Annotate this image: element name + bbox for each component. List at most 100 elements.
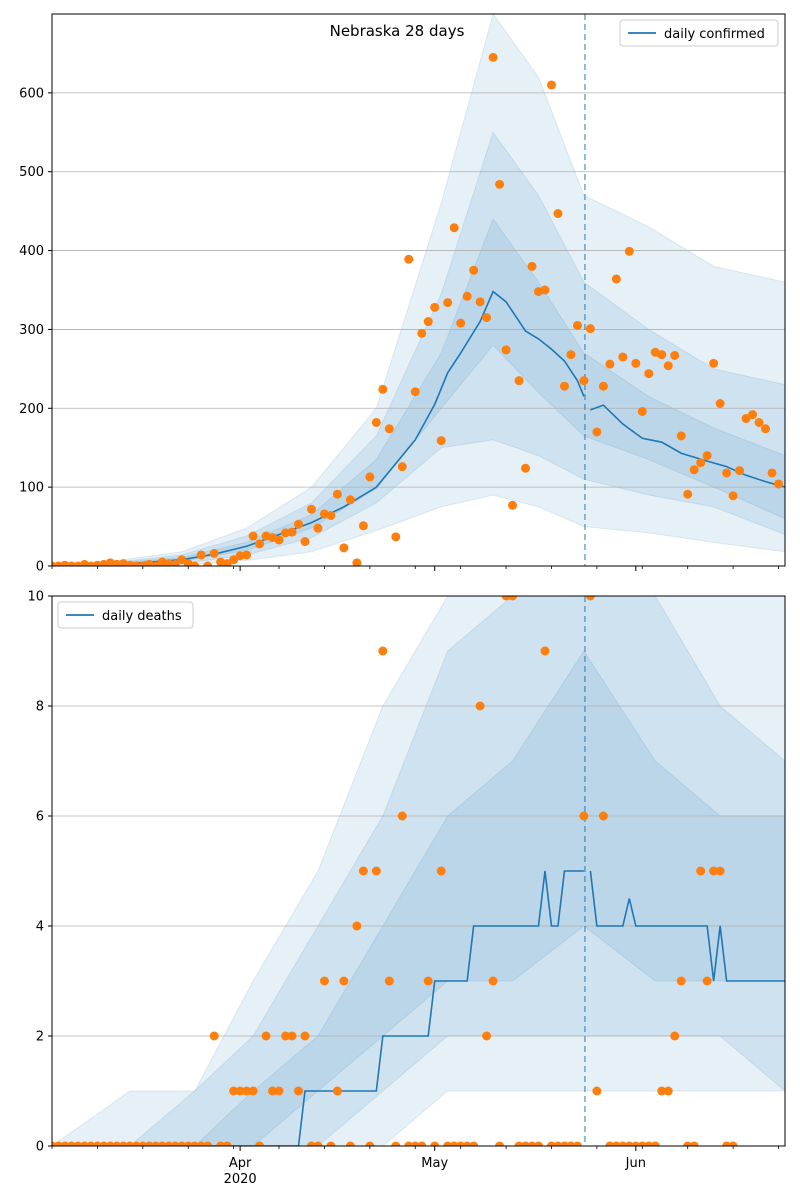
observed-point	[676, 431, 686, 441]
observed-point	[488, 52, 498, 62]
observed-point	[501, 345, 511, 355]
observed-point	[397, 462, 407, 472]
observed-point	[183, 559, 193, 566]
observed-point	[508, 500, 518, 510]
observed-point	[430, 302, 440, 312]
observed-point	[319, 976, 329, 986]
confidence-band-1	[52, 14, 785, 566]
axes-frame	[51, 595, 786, 1147]
observed-point	[443, 298, 453, 308]
confidence-band-3	[52, 650, 785, 1146]
observed-point	[430, 1141, 440, 1146]
observed-point	[332, 489, 342, 499]
observed-point	[728, 1141, 738, 1146]
observed-point	[410, 387, 420, 397]
observed-point	[248, 531, 258, 541]
observed-point	[469, 1141, 479, 1146]
confirmed-panel: 0 100 200 300 400 500 600 daily confirmed	[19, 13, 786, 575]
observed-point	[585, 596, 595, 601]
observed-point	[482, 313, 492, 323]
observed-point	[650, 1141, 660, 1146]
observed-point	[728, 491, 738, 501]
y-tick-label: 10	[27, 590, 44, 605]
y-tick-label: 4	[36, 920, 44, 935]
observed-point	[572, 1141, 582, 1146]
observed-point	[287, 527, 297, 537]
chart-title: Nebraska 28 days	[330, 22, 465, 40]
observed-point	[495, 1141, 505, 1146]
observed-point	[715, 866, 725, 876]
observed-point	[196, 550, 206, 560]
observed-point	[579, 811, 589, 821]
observed-point	[274, 535, 284, 545]
observed-point	[358, 521, 368, 531]
observed-point	[306, 504, 316, 514]
observed-point	[469, 265, 479, 275]
observed-point	[605, 359, 615, 369]
observed-point	[592, 1086, 602, 1096]
observed-point	[748, 410, 758, 420]
observed-point	[417, 328, 427, 338]
observed-point	[702, 976, 712, 986]
observed-point	[624, 246, 634, 256]
observed-point	[657, 1086, 667, 1096]
observed-point	[670, 350, 680, 360]
observed-point	[559, 381, 569, 391]
observed-point	[527, 261, 537, 271]
observed-point	[618, 352, 628, 362]
observed-point	[268, 1086, 278, 1096]
y-tick-label: 2	[36, 1030, 44, 1045]
observed-point	[495, 179, 505, 189]
observed-point	[475, 297, 485, 307]
observed-point	[326, 511, 336, 521]
observed-point	[514, 376, 524, 386]
observed-point	[365, 1141, 375, 1146]
observed-point	[287, 1031, 297, 1041]
observed-point	[384, 976, 394, 986]
observed-point	[242, 1086, 252, 1096]
y-tick-label: 8	[36, 700, 44, 715]
observed-point	[540, 646, 550, 656]
observed-point	[683, 489, 693, 499]
observed-point	[300, 537, 310, 547]
x-tick-label: May	[421, 1156, 448, 1171]
observed-point	[676, 976, 686, 986]
observed-point	[670, 1031, 680, 1041]
observed-point	[261, 1031, 271, 1041]
axes-frame	[51, 13, 786, 567]
observed-point	[702, 451, 712, 461]
observed-point	[313, 523, 323, 533]
y-tick-label: 0	[36, 1140, 44, 1155]
observed-point	[203, 1141, 213, 1146]
observed-point	[313, 1141, 323, 1146]
y-tick-label: 0	[36, 560, 44, 575]
observed-point	[767, 468, 777, 478]
observed-point	[345, 495, 355, 505]
observed-point	[456, 318, 466, 328]
legend-label: daily deaths	[102, 609, 182, 624]
forecast-line	[589, 870, 785, 982]
observed-point	[404, 254, 414, 264]
observed-point	[248, 1086, 258, 1096]
observed-point	[696, 866, 706, 876]
observed-point	[553, 209, 563, 219]
observed-point	[209, 548, 219, 558]
observed-point	[79, 559, 89, 566]
x-tick-label: Apr	[229, 1156, 252, 1171]
observed-point	[339, 543, 349, 553]
forecast-line	[590, 404, 785, 488]
observed-point	[709, 866, 719, 876]
observed-point	[566, 350, 576, 360]
legend: daily confirmed	[619, 19, 779, 47]
observed-point	[423, 317, 433, 327]
confidence-band-2	[52, 596, 785, 1146]
observed-point	[663, 361, 673, 371]
observed-point	[709, 358, 719, 368]
observed-point	[598, 381, 608, 391]
observed-point	[579, 376, 589, 386]
observed-point	[689, 465, 699, 475]
observed-point	[689, 1141, 699, 1146]
observed-point	[462, 291, 472, 301]
observed-point	[293, 519, 303, 529]
x-tick-label: Jun	[625, 1156, 646, 1171]
